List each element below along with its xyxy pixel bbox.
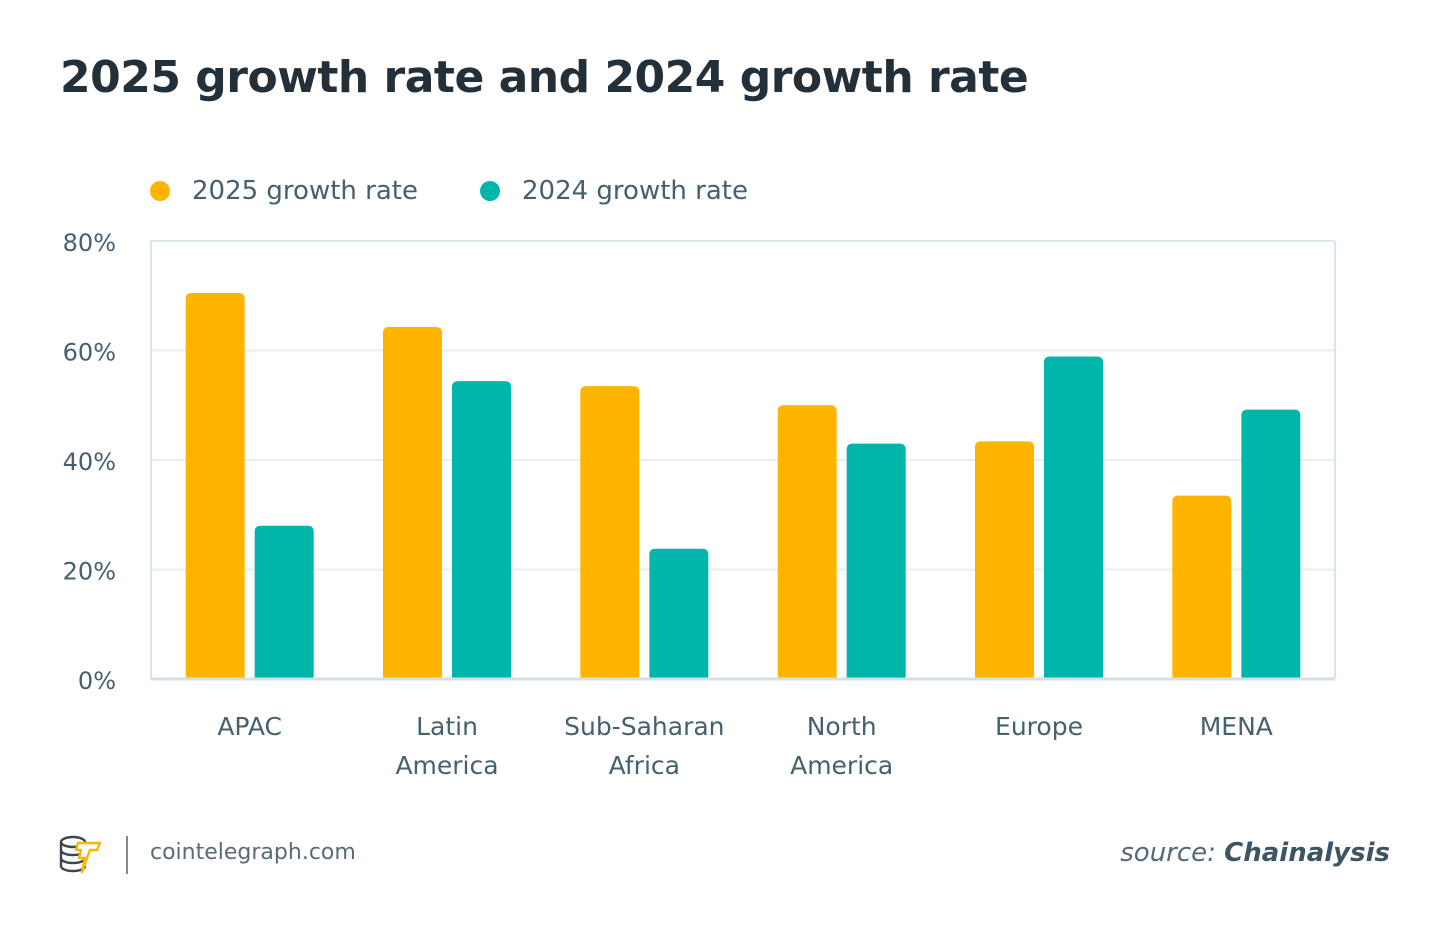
x-tick-label: North	[807, 712, 877, 741]
legend-swatch-2025	[150, 181, 170, 201]
x-tick-label: Sub-Saharan	[564, 712, 724, 741]
footer-divider	[126, 836, 128, 874]
bar-2025-europe	[975, 441, 1034, 679]
x-tick-label: Europe	[995, 712, 1083, 741]
bar-2025-latin-america	[383, 326, 442, 679]
bar-2024-latin-america	[452, 381, 511, 679]
source-label: source:	[1120, 838, 1216, 868]
bar-2025-mena	[1172, 495, 1232, 679]
bar-2024-apac	[254, 525, 314, 679]
x-tick-label: APAC	[217, 712, 282, 741]
legend-item-2025: 2025 growth rate	[150, 176, 418, 206]
x-tick-label: America	[790, 751, 893, 780]
footer-site-link[interactable]: cointelegraph.com	[150, 840, 356, 865]
y-tick-label: 40%	[63, 448, 116, 476]
source-name: Chainalysis	[1224, 838, 1390, 868]
y-tick-label: 20%	[63, 558, 116, 586]
cointelegraph-logo-icon	[58, 833, 104, 879]
bar-2025-apac	[185, 293, 245, 679]
bar-2025-north-america	[777, 405, 837, 679]
bar-2025-sub-saharan-africa	[580, 386, 640, 679]
legend-item-2024: 2024 growth rate	[479, 176, 748, 206]
bar-2024-sub-saharan-africa	[649, 548, 709, 679]
x-tick-label: Africa	[609, 751, 680, 780]
legend-label-2025: 2025 growth rate	[192, 176, 418, 206]
source-credit: source: Chainalysis	[1120, 838, 1390, 868]
bar-2024-mena	[1241, 409, 1301, 679]
legend: 2025 growth rate 2024 growth rate	[150, 176, 810, 206]
x-tick-label: Latin	[416, 712, 478, 741]
bar-2024-north-america	[846, 443, 906, 679]
y-tick-label: 80%	[63, 229, 116, 257]
legend-label-2024: 2024 growth rate	[521, 176, 748, 206]
chart-title: 2025 growth rate and 2024 growth rate	[60, 52, 1029, 103]
y-tick-label: 60%	[63, 339, 116, 367]
x-tick-label: MENA	[1200, 712, 1273, 741]
bar-2024-europe	[1044, 356, 1103, 679]
legend-swatch-2024	[479, 181, 500, 201]
y-tick-label: 0%	[78, 667, 116, 695]
x-tick-label: America	[395, 751, 498, 780]
